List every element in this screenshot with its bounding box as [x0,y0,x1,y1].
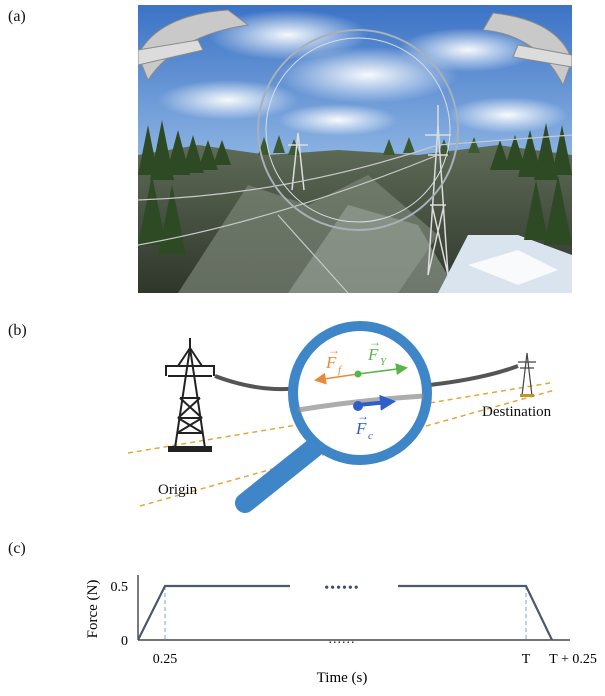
cable-left [214,374,301,392]
gravity-force-arrow [357,363,408,376]
scene-render-image [138,5,572,293]
force-profile-chart: 0 0.5 Force (N) •••••• ...... 0.25 T T +… [85,575,597,686]
gravity-vector-arrow-glyph: → [369,335,381,349]
force-series-right [398,584,553,641]
x-tick-label-T-plus-0-25: T + 0.25 [549,652,597,667]
break-marker-top: •••••• [324,581,359,596]
origin-label: Origin [158,482,198,498]
control-force-label: F [355,419,367,438]
y-tick-label-0-5: 0.5 [111,580,129,595]
panel-label-c: (c) [8,540,26,557]
y-axis-label: Force (N) [85,580,101,639]
y-tick-label-0: 0 [121,634,128,649]
control-vector-arrow-glyph: → [357,409,369,423]
origin-pylon-icon [165,338,215,449]
cable-right [419,364,519,388]
control-force-arrow [357,394,396,411]
force-schematic-diagram: F f → F Y → F c → Origin Destination [127,321,556,513]
gravity-force-label: F [367,345,379,364]
panel-label-a: (a) [8,8,26,25]
control-force-subscript: c [368,430,373,442]
destination-pylon-icon [518,352,536,397]
friction-force-subscript: f [338,364,343,376]
x-axis-label: Time (s) [317,670,368,686]
friction-vector-arrow-glyph: → [328,343,340,357]
origin-pylon-base [168,446,212,452]
robot-point [353,401,363,411]
destination-label: Destination [482,404,552,420]
magnifier-handle [235,433,330,513]
break-marker-bottom: ...... [329,632,356,647]
cable-magnified [297,393,425,413]
friction-force-arrow [314,372,359,385]
magnifier-lens-icon [288,321,432,465]
friction-force-label: F [325,353,337,372]
force-origin-point [354,370,362,378]
x-tick-label-0-25: 0.25 [153,652,178,667]
x-tick-label-T: T [522,652,531,667]
force-series-left [137,584,290,641]
panel-label-b: (b) [8,322,27,339]
gravity-force-subscript: Y [380,356,388,368]
